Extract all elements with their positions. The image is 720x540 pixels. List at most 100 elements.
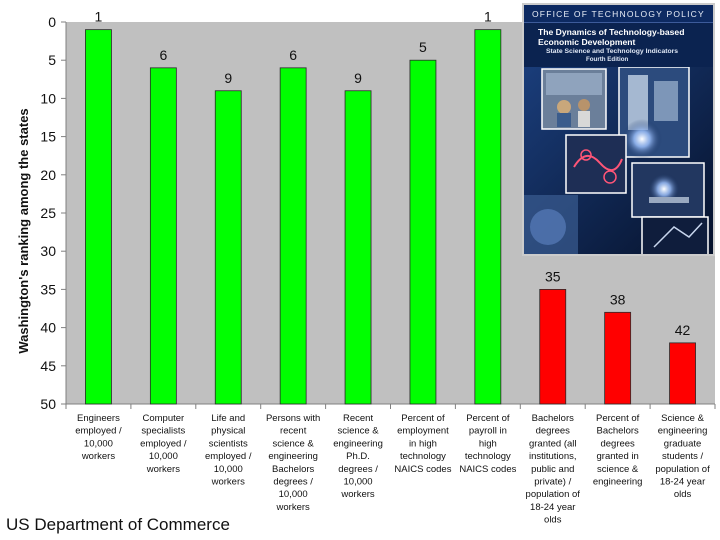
x-tick-label-line: students /: [662, 451, 704, 462]
y-tick-labels: 0 5 10 15 20 25 30 35 40 45 50: [40, 14, 56, 412]
x-tick-label-line: Bachelors: [272, 464, 314, 475]
x-tick-label-line: employed /: [205, 451, 252, 462]
x-tick-label-line: granted (all: [529, 438, 577, 449]
x-tick-label-line: Computer: [142, 413, 184, 424]
x-tick-label-line: Bachelors: [532, 413, 574, 424]
x-tick-label: Percent of Bachelors degrees granted in scie…: [593, 413, 643, 488]
cover-subtitle: State Science and Technology Indicators: [546, 48, 679, 55]
x-tick-label: Engineers employed /10,000 workers: [75, 413, 122, 462]
x-tick-label-line: graduate: [664, 438, 702, 449]
data-label: 6: [159, 47, 167, 63]
cover-artwork: [524, 67, 713, 254]
x-tick-label-line: recent: [280, 426, 307, 437]
x-tick-label-line: Recent: [343, 413, 373, 424]
x-tick-label: Computer specialists employed / 10,000 worke…: [140, 413, 187, 475]
bar: [344, 90, 372, 405]
x-tick-label-line: workers: [211, 477, 246, 488]
data-label: 9: [354, 70, 362, 86]
x-tick-label-line: Percent of: [596, 413, 640, 424]
data-labels: 1 6 9 6 9 5 1 35 38 42: [95, 9, 691, 338]
x-tick-label-line: in high: [409, 438, 437, 449]
y-tick-label: 15: [40, 129, 56, 145]
x-tick-label: Life and physical scientists employed / 10,0…: [205, 413, 252, 488]
source-footer: US Department of Commerce: [6, 515, 230, 534]
y-tick-label: 35: [40, 281, 56, 297]
cover-edition: Fourth Edition: [586, 56, 629, 63]
x-tick-label-line: Percent of: [401, 413, 445, 424]
x-tick-label-line: technology: [400, 451, 446, 462]
x-tick-label: Science & engineering graduate students / po…: [655, 413, 710, 500]
x-tick-label-line: science &: [337, 426, 379, 437]
x-tick-label-line: Percent of: [466, 413, 510, 424]
x-tick-label-line: employment: [397, 426, 449, 437]
y-tick-label: 40: [40, 320, 56, 336]
x-tick-label-line: engineering: [333, 438, 383, 449]
data-label: 42: [675, 322, 691, 338]
x-tick-label-line: scientists: [209, 438, 248, 449]
x-tick-label-line: engineering: [658, 426, 708, 437]
x-tick-label-line: 10,000: [279, 489, 308, 500]
y-tick-label: 45: [40, 358, 56, 374]
cover-title-line2: Economic Development: [538, 37, 636, 47]
bar: [85, 29, 112, 405]
x-tick-label-line: physical: [211, 426, 245, 437]
x-tick-label-line: specialists: [141, 426, 185, 437]
x-tick-label-line: Engineers: [77, 413, 120, 424]
data-label: 1: [484, 9, 492, 25]
y-tick-label: 30: [40, 243, 56, 259]
x-tick-label-line: high: [479, 438, 497, 449]
bar: [604, 311, 632, 405]
x-tick-label: Bachelors degrees granted (all institutions…: [526, 413, 581, 526]
x-tick-label-line: olds: [674, 489, 692, 500]
cover-title-line1: The Dynamics of Technology-based: [538, 27, 685, 37]
y-tick-label: 20: [40, 167, 56, 183]
x-tick-label-line: public and: [531, 464, 574, 475]
x-tick-label-line: Bachelors: [597, 426, 639, 437]
x-tick-label-line: population of: [526, 489, 581, 500]
data-label: 35: [545, 268, 561, 284]
x-tick-label: Recent science & engineering Ph.D. degrees /…: [333, 413, 383, 500]
bar: [279, 67, 307, 405]
y-tick-label: 25: [40, 205, 56, 221]
x-tick-labels: Engineers employed /10,000 workersComputer…: [75, 413, 710, 526]
x-tick-label-line: technology: [465, 451, 511, 462]
x-tick-label-line: engineering: [593, 477, 643, 488]
x-tick-label-line: Ph.D.: [346, 451, 370, 462]
report-cover-image: OFFICE OF TECHNOLOGY POLICY The Dynamics…: [522, 3, 715, 256]
x-tick-label: Persons with recent science & engineering Ba…: [266, 413, 320, 513]
x-tick-label-line: Persons with: [266, 413, 320, 424]
x-tick-label-line: degrees: [536, 426, 571, 437]
x-tick-label-line: 18-24 year: [530, 502, 575, 513]
x-tick-label-line: degrees: [600, 438, 635, 449]
y-tick-label: 5: [48, 52, 56, 68]
x-tick-label-line: engineering: [268, 451, 318, 462]
x-tick-label-line: payroll in: [469, 426, 507, 437]
y-axis-label: Washington's ranking among the states: [16, 108, 31, 353]
x-tick-label-line: workers: [340, 489, 375, 500]
x-tick-label-line: NAICS codes: [459, 464, 516, 475]
x-tick-label-line: degrees /: [273, 477, 313, 488]
x-tick-label: Percent of payroll in high technology NAICS …: [459, 413, 516, 475]
data-label: 1: [95, 9, 103, 25]
data-label: 9: [224, 70, 232, 86]
x-tick-label-line: olds: [544, 515, 562, 526]
y-tick-label: 10: [40, 90, 56, 106]
x-tick-label-line: degrees /: [338, 464, 378, 475]
bar: [474, 29, 502, 405]
bar: [539, 288, 567, 405]
x-tick-label-line: population of: [655, 464, 710, 475]
x-tick-label-line: science &: [273, 438, 315, 449]
x-tick-label-line: employed /: [75, 426, 122, 437]
x-tick-label-line: granted in: [597, 451, 639, 462]
x-tick-label-line: Life and: [211, 413, 245, 424]
data-label: 38: [610, 291, 626, 307]
x-tick-label-line: 10,000: [344, 477, 373, 488]
x-tick-label-line: 10,000: [84, 438, 113, 449]
bar: [214, 90, 242, 405]
bars: [85, 29, 696, 405]
x-tick-label-line: 10,000: [214, 464, 243, 475]
x-tick-label-line: science &: [597, 464, 639, 475]
x-tick-label-line: institutions,: [529, 451, 577, 462]
x-tick-label-line: workers: [81, 451, 116, 462]
y-tick-label: 0: [48, 14, 56, 30]
